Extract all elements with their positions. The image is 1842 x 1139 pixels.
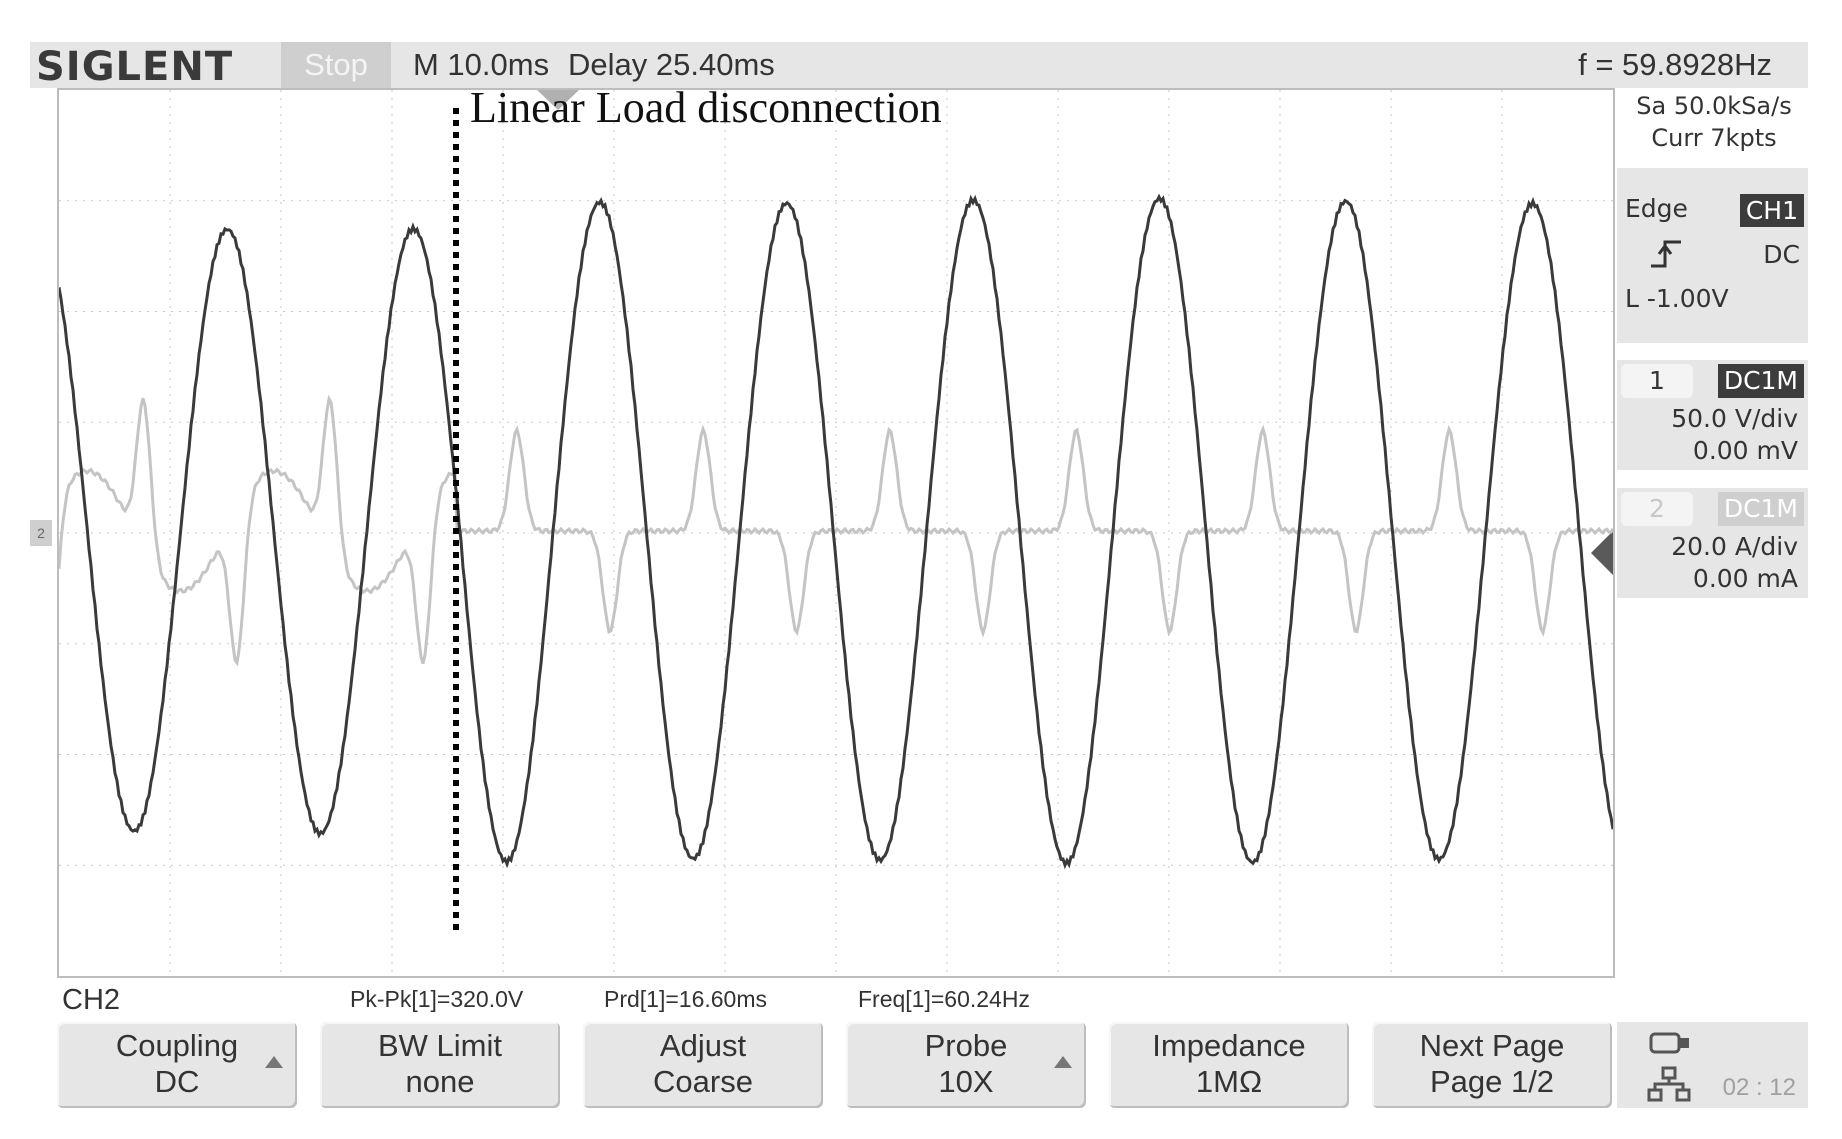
- softkey-value: none: [405, 1064, 475, 1099]
- up-arrow-icon: [265, 1056, 283, 1068]
- softkey-impedance[interactable]: Impedance 1MΩ: [1109, 1022, 1349, 1108]
- softkey-title: Impedance: [1152, 1028, 1306, 1063]
- sample-rate: Sa 50.0kSa/s: [1636, 92, 1792, 120]
- softkey-bw-limit[interactable]: BW Limit none: [320, 1022, 560, 1108]
- softkey-title: Coupling: [115, 1028, 239, 1063]
- measurement-pkpk: Pk-Pk[1]=320.0V: [350, 986, 524, 1012]
- measurement-frequency: Freq[1]=60.24Hz: [858, 986, 1030, 1012]
- channel2-level-marker[interactable]: [1591, 531, 1613, 575]
- timebase-readout[interactable]: M 10.0ms: [413, 47, 550, 82]
- softkey-value: DC: [154, 1064, 200, 1099]
- brand-logo: SIGLENT: [36, 44, 234, 90]
- memory-depth: Curr 7kpts: [1651, 124, 1777, 152]
- channel2-panel[interactable]: 2 DC1M 20.0 A/div 0.00 mA: [1617, 488, 1808, 598]
- softkey-title: Next Page: [1419, 1028, 1565, 1063]
- clock: 02 : 12: [1722, 1074, 1796, 1101]
- softkey-probe[interactable]: Probe 10X: [846, 1022, 1086, 1108]
- softkey-value: Coarse: [653, 1064, 753, 1099]
- channel1-voltage-trace: [59, 193, 1613, 870]
- softkey-title: Probe: [924, 1028, 1008, 1063]
- softkey-next-page[interactable]: Next Page Page 1/2: [1372, 1022, 1612, 1108]
- channel1-scale: 50.0 V/div: [1671, 404, 1798, 433]
- channel2-offset: 0.00 mA: [1692, 564, 1798, 593]
- menu-channel-label: CH2: [62, 984, 121, 1016]
- channel1-number: 1: [1621, 364, 1693, 398]
- channel1-offset: 0.00 mV: [1692, 436, 1798, 465]
- usb-icon: [1649, 1032, 1689, 1054]
- softkey-title: BW Limit: [378, 1028, 502, 1063]
- channel2-coupling: DC1M: [1717, 492, 1804, 526]
- channel1-coupling: DC1M: [1717, 364, 1804, 398]
- trigger-type: Edge: [1625, 194, 1688, 223]
- trigger-coupling: DC: [1763, 240, 1800, 269]
- delay-readout[interactable]: Delay 25.40ms: [568, 47, 775, 82]
- graticule: [59, 90, 1613, 976]
- run-stop-indicator[interactable]: Stop: [281, 42, 391, 88]
- up-arrow-icon: [1054, 1056, 1072, 1068]
- softkey-value: 10X: [938, 1064, 994, 1099]
- channel1-panel[interactable]: 1 DC1M 50.0 V/div 0.00 mV: [1617, 360, 1808, 470]
- softkey-title: Adjust: [659, 1028, 747, 1063]
- waveform-display[interactable]: [57, 88, 1615, 978]
- frequency-counter: f = 59.8928Hz: [1578, 47, 1772, 82]
- rising-edge-icon: [1651, 240, 1681, 268]
- softkey-adjust[interactable]: Adjust Coarse: [583, 1022, 823, 1108]
- softkey-value: Page 1/2: [1429, 1064, 1555, 1099]
- event-annotation: Linear Load disconnection: [470, 83, 942, 132]
- channel2-scale: 20.0 A/div: [1671, 532, 1798, 561]
- system-status: 02 : 12: [1617, 1022, 1808, 1108]
- channel-ground-marker[interactable]: 2: [30, 520, 52, 546]
- channel2-current-trace: [59, 394, 1613, 667]
- trigger-source: CH1: [1739, 194, 1804, 227]
- status-bar: SIGLENT Stop M 10.0ms Delay 25.40ms f = …: [30, 42, 1808, 90]
- trigger-panel[interactable]: Edge CH1 DC L -1.00V: [1617, 168, 1808, 343]
- acquisition-info: Sa 50.0kSa/s Curr 7kpts: [1620, 90, 1808, 154]
- network-icon: [1647, 1066, 1691, 1102]
- softkey-coupling[interactable]: Coupling DC: [57, 1022, 297, 1108]
- measurement-period: Prd[1]=16.60ms: [604, 986, 768, 1012]
- waveform-canvas: [59, 90, 1613, 976]
- softkey-value: 1MΩ: [1195, 1064, 1263, 1099]
- channel2-number: 2: [1621, 492, 1693, 526]
- trigger-position-marker[interactable]: [537, 90, 579, 110]
- trigger-level: L -1.00V: [1625, 284, 1729, 313]
